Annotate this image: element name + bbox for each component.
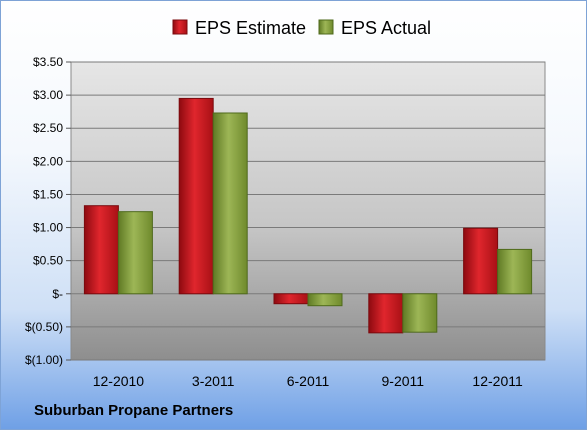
company-name: Suburban Propane Partners [34,402,234,419]
actual-bar [497,248,533,295]
y-tick-label: $(0.50) [25,320,63,334]
bars [83,97,533,334]
y-tick-label: $1.00 [33,221,63,235]
estimate-bar [463,227,499,295]
y-tick-label: $0.50 [33,254,63,268]
y-axis-ticks: $3.50 $3.00 $2.50 $2.00 $1.50 $1.00 $0.50 $- $(0… [25,55,63,367]
x-category-label: 12-2010 [93,373,145,389]
actual-bar [402,293,438,333]
y-tick-label: $3.50 [33,55,63,69]
y-tick-label: $2.50 [33,121,63,135]
y-tick-label: $(1.00) [25,353,63,367]
legend-swatch-actual [318,19,334,35]
x-category-label: 6-2011 [287,373,330,389]
x-category-label: 9-2011 [382,373,425,389]
estimate-bar [178,97,214,295]
plot-area [70,61,546,361]
estimate-bar [83,205,119,295]
actual-bar [117,211,153,295]
legend: EPS Estimate EPS Actual [172,18,431,38]
actual-bar [212,112,248,295]
x-category-label: 3-2011 [192,373,235,389]
x-axis-categories: 12-2010 3-2011 6-2011 9-2011 12-2011 [93,373,523,389]
estimate-bar [273,293,309,305]
legend-label-actual: EPS Actual [341,18,431,38]
actual-bar [307,293,343,307]
estimate-bar [368,293,404,334]
y-tick-label: $- [52,287,63,301]
x-category-label: 12-2011 [472,373,523,389]
legend-label-estimate: EPS Estimate [195,18,306,38]
legend-swatch-estimate [172,19,188,35]
y-tick-label: $1.50 [33,187,63,201]
y-tick-label: $2.00 [33,154,63,168]
y-tick-label: $3.00 [33,88,63,102]
